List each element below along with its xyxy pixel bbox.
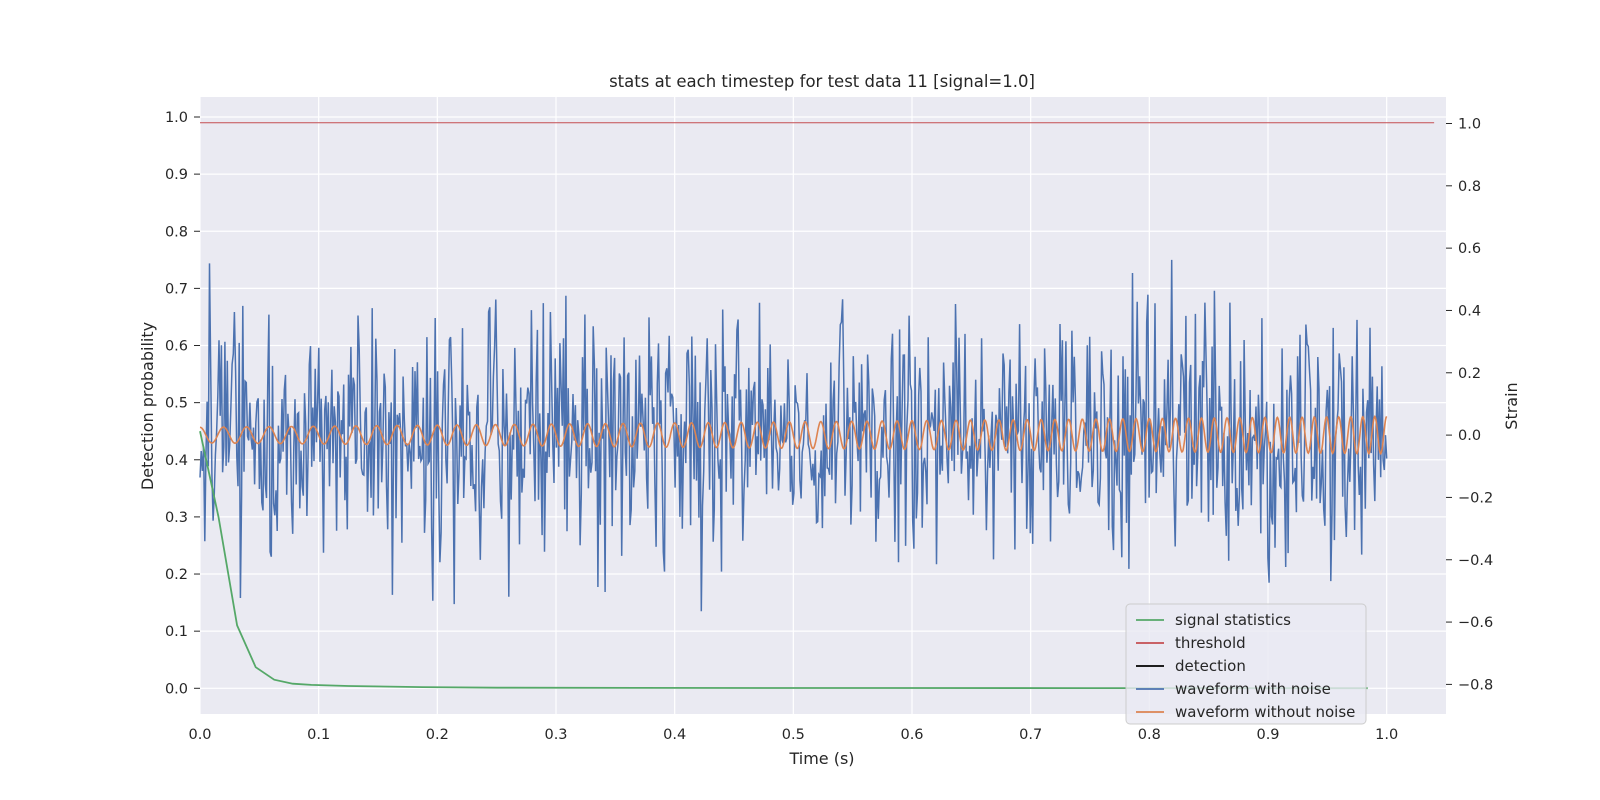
- y-left-tick-label: 0.2: [165, 567, 188, 583]
- x-axis-label: Time (s): [788, 749, 854, 768]
- y-right-tick-label: 0.4: [1458, 303, 1481, 319]
- y-left-axis-ticks: 0.0 0.1 0.2 0.3 0.4 0.5 0.6 0.7 0.8 0.9 1.0: [165, 110, 200, 697]
- x-tick-label: 0.7: [1019, 727, 1042, 743]
- y-right-tick-label: 0.6: [1458, 241, 1481, 257]
- series-signal-statistics: [199, 431, 1368, 690]
- x-tick-label: 0.5: [782, 727, 805, 743]
- legend-entry-label: waveform without noise: [1175, 703, 1355, 721]
- y-left-tick-label: 0.4: [165, 453, 188, 469]
- series-waveform-without-noise: [199, 415, 1388, 456]
- legend-entry-label: waveform with noise: [1175, 680, 1331, 698]
- y-right-tick-label: 0.8: [1458, 179, 1481, 195]
- y-axis-label-right: Strain: [1502, 382, 1521, 429]
- legend-entry-label: threshold: [1175, 634, 1246, 652]
- x-tick-label: 0.3: [544, 727, 567, 743]
- x-tick-label: 0.9: [1256, 727, 1279, 743]
- y-left-tick-label: 0.5: [165, 396, 188, 412]
- legend-entry-label: detection: [1175, 657, 1246, 675]
- y-right-tick-label: 0.0: [1458, 428, 1481, 444]
- y-right-tick-label: 1.0: [1458, 116, 1481, 132]
- y-axis-label-left: Detection probability: [138, 322, 157, 490]
- y-right-tick-label: −0.4: [1458, 553, 1493, 569]
- x-tick-label: 0.4: [663, 727, 686, 743]
- y-left-tick-label: 0.1: [165, 624, 188, 640]
- y-right-tick-label: −0.8: [1458, 677, 1493, 693]
- y-right-tick-label: −0.6: [1458, 615, 1493, 631]
- series-waveform-with-noise: [199, 259, 1388, 612]
- x-tick-label: 0.1: [307, 727, 330, 743]
- x-tick-label: 0.2: [426, 727, 449, 743]
- x-tick-label: 1.0: [1375, 727, 1398, 743]
- y-right-axis-ticks: −0.8 −0.6 −0.4 −0.2 0.0 0.2 0.4 0.6 0.8 1.0: [1446, 116, 1493, 693]
- y-right-tick-label: 0.2: [1458, 366, 1481, 382]
- x-axis-ticks: 0.0 0.1 0.2 0.3 0.4 0.5 0.6 0.7 0.8 0.9 1.0: [188, 727, 1398, 743]
- y-left-tick-label: 0.9: [165, 167, 188, 183]
- y-left-tick-label: 0.7: [165, 281, 188, 297]
- y-left-tick-label: 0.0: [165, 681, 188, 697]
- legend-box: [1125, 603, 1367, 725]
- chart-title: stats at each timestep for test data 11 …: [609, 72, 1035, 91]
- y-left-tick-label: 0.8: [165, 224, 188, 240]
- x-tick-label: 0.0: [188, 727, 211, 743]
- legend-entry-label: signal statistics: [1175, 611, 1291, 629]
- x-tick-label: 0.8: [1138, 727, 1161, 743]
- series-layer: [199, 122, 1435, 690]
- legend: signal statistics threshold detection wavef…: [1125, 603, 1367, 725]
- y-left-tick-label: 0.3: [165, 510, 188, 526]
- y-left-tick-label: 0.6: [165, 339, 188, 355]
- y-right-tick-label: −0.2: [1458, 490, 1493, 506]
- y-left-tick-label: 1.0: [165, 110, 188, 126]
- x-tick-label: 0.6: [900, 727, 923, 743]
